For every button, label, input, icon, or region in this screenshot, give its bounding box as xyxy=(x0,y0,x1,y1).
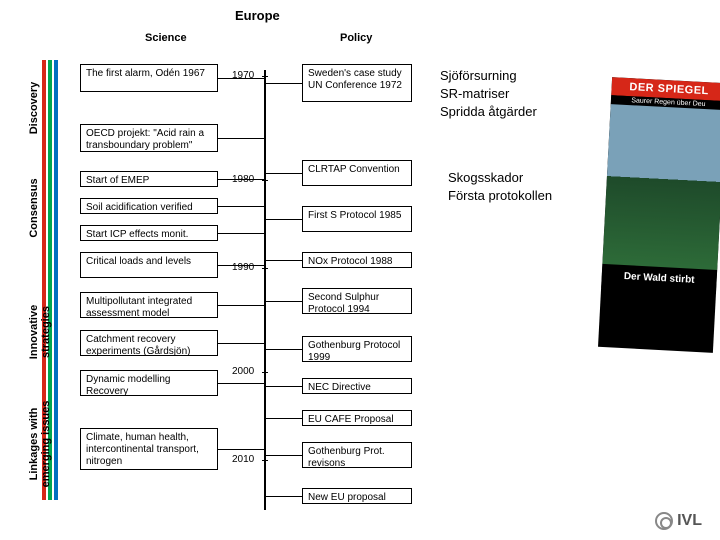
connector xyxy=(266,260,302,261)
connector xyxy=(266,349,302,350)
science-box: The first alarm, Odén 1967 xyxy=(80,64,218,92)
policy-box: Gothenburg Protocol 1999 xyxy=(302,336,412,362)
phase-stripe xyxy=(54,60,58,500)
year-label: 2000 xyxy=(232,366,254,377)
science-box: Catchment recovery experiments (Gårdsjön… xyxy=(80,330,218,356)
connector xyxy=(266,455,302,456)
annotation: SR-matriser xyxy=(440,86,509,101)
phase-label-innovative: Innovativestrategies xyxy=(28,284,52,380)
connector xyxy=(266,83,302,84)
phase-label-discovery: Discovery xyxy=(28,60,40,156)
phase-label-linkages: Linkages withemerging issues xyxy=(28,388,52,500)
logo-text: IVL xyxy=(677,512,702,530)
page-title: Europe xyxy=(235,8,280,23)
connector xyxy=(218,383,264,384)
policy-box: New EU proposal xyxy=(302,488,412,504)
year-label: 1990 xyxy=(232,262,254,273)
timeline-axis xyxy=(264,70,266,510)
policy-box: Second Sulphur Protocol 1994 xyxy=(302,288,412,314)
policy-box: NOx Protocol 1988 xyxy=(302,252,412,268)
science-box: Climate, human health, intercontinental … xyxy=(80,428,218,470)
connector xyxy=(266,301,302,302)
connector xyxy=(218,138,264,139)
science-box: Multipollutant integrated assessment mod… xyxy=(80,292,218,318)
science-box: OECD projekt: "Acid rain a transboundary… xyxy=(80,124,218,152)
column-header-science: Science xyxy=(145,32,187,44)
ivl-logo: IVL xyxy=(655,512,702,530)
connector xyxy=(218,305,264,306)
policy-box: NEC Directive xyxy=(302,378,412,394)
connector xyxy=(218,343,264,344)
logo-icon xyxy=(655,512,673,530)
phase-label-consensus: Consensus xyxy=(28,160,40,256)
policy-box: First S Protocol 1985 xyxy=(302,206,412,232)
science-box: Critical loads and levels xyxy=(80,252,218,278)
magazine-image xyxy=(602,104,720,270)
connector xyxy=(266,386,302,387)
annotation: Spridda åtgärder xyxy=(440,104,537,119)
policy-box: Sweden's case study UN Conference 1972 xyxy=(302,64,412,102)
column-header-policy: Policy xyxy=(340,32,372,44)
connector xyxy=(218,206,264,207)
connector xyxy=(218,449,264,450)
policy-box: CLRTAP Convention xyxy=(302,160,412,186)
year-label: 1980 xyxy=(232,174,254,185)
annotation: Sjöförsurning xyxy=(440,68,517,83)
science-box: Soil acidification verified xyxy=(80,198,218,214)
science-box: Start ICP effects monit. xyxy=(80,225,218,241)
annotation: Skogsskador xyxy=(448,170,523,185)
magazine-cover: DER SPIEGEL Saurer Regen über Deu Der Wa… xyxy=(598,77,720,353)
connector xyxy=(218,233,264,234)
policy-box: Gothenburg Prot. revisons xyxy=(302,442,412,468)
year-label: 2010 xyxy=(232,454,254,465)
connector xyxy=(266,173,302,174)
policy-box: EU CAFE Proposal xyxy=(302,410,412,426)
science-box: Start of EMEP xyxy=(80,171,218,187)
annotation: Första protokollen xyxy=(448,188,552,203)
connector xyxy=(266,418,302,419)
connector xyxy=(266,219,302,220)
science-box: Dynamic modelling Recovery xyxy=(80,370,218,396)
year-label: 1970 xyxy=(232,70,254,81)
connector xyxy=(266,496,302,497)
